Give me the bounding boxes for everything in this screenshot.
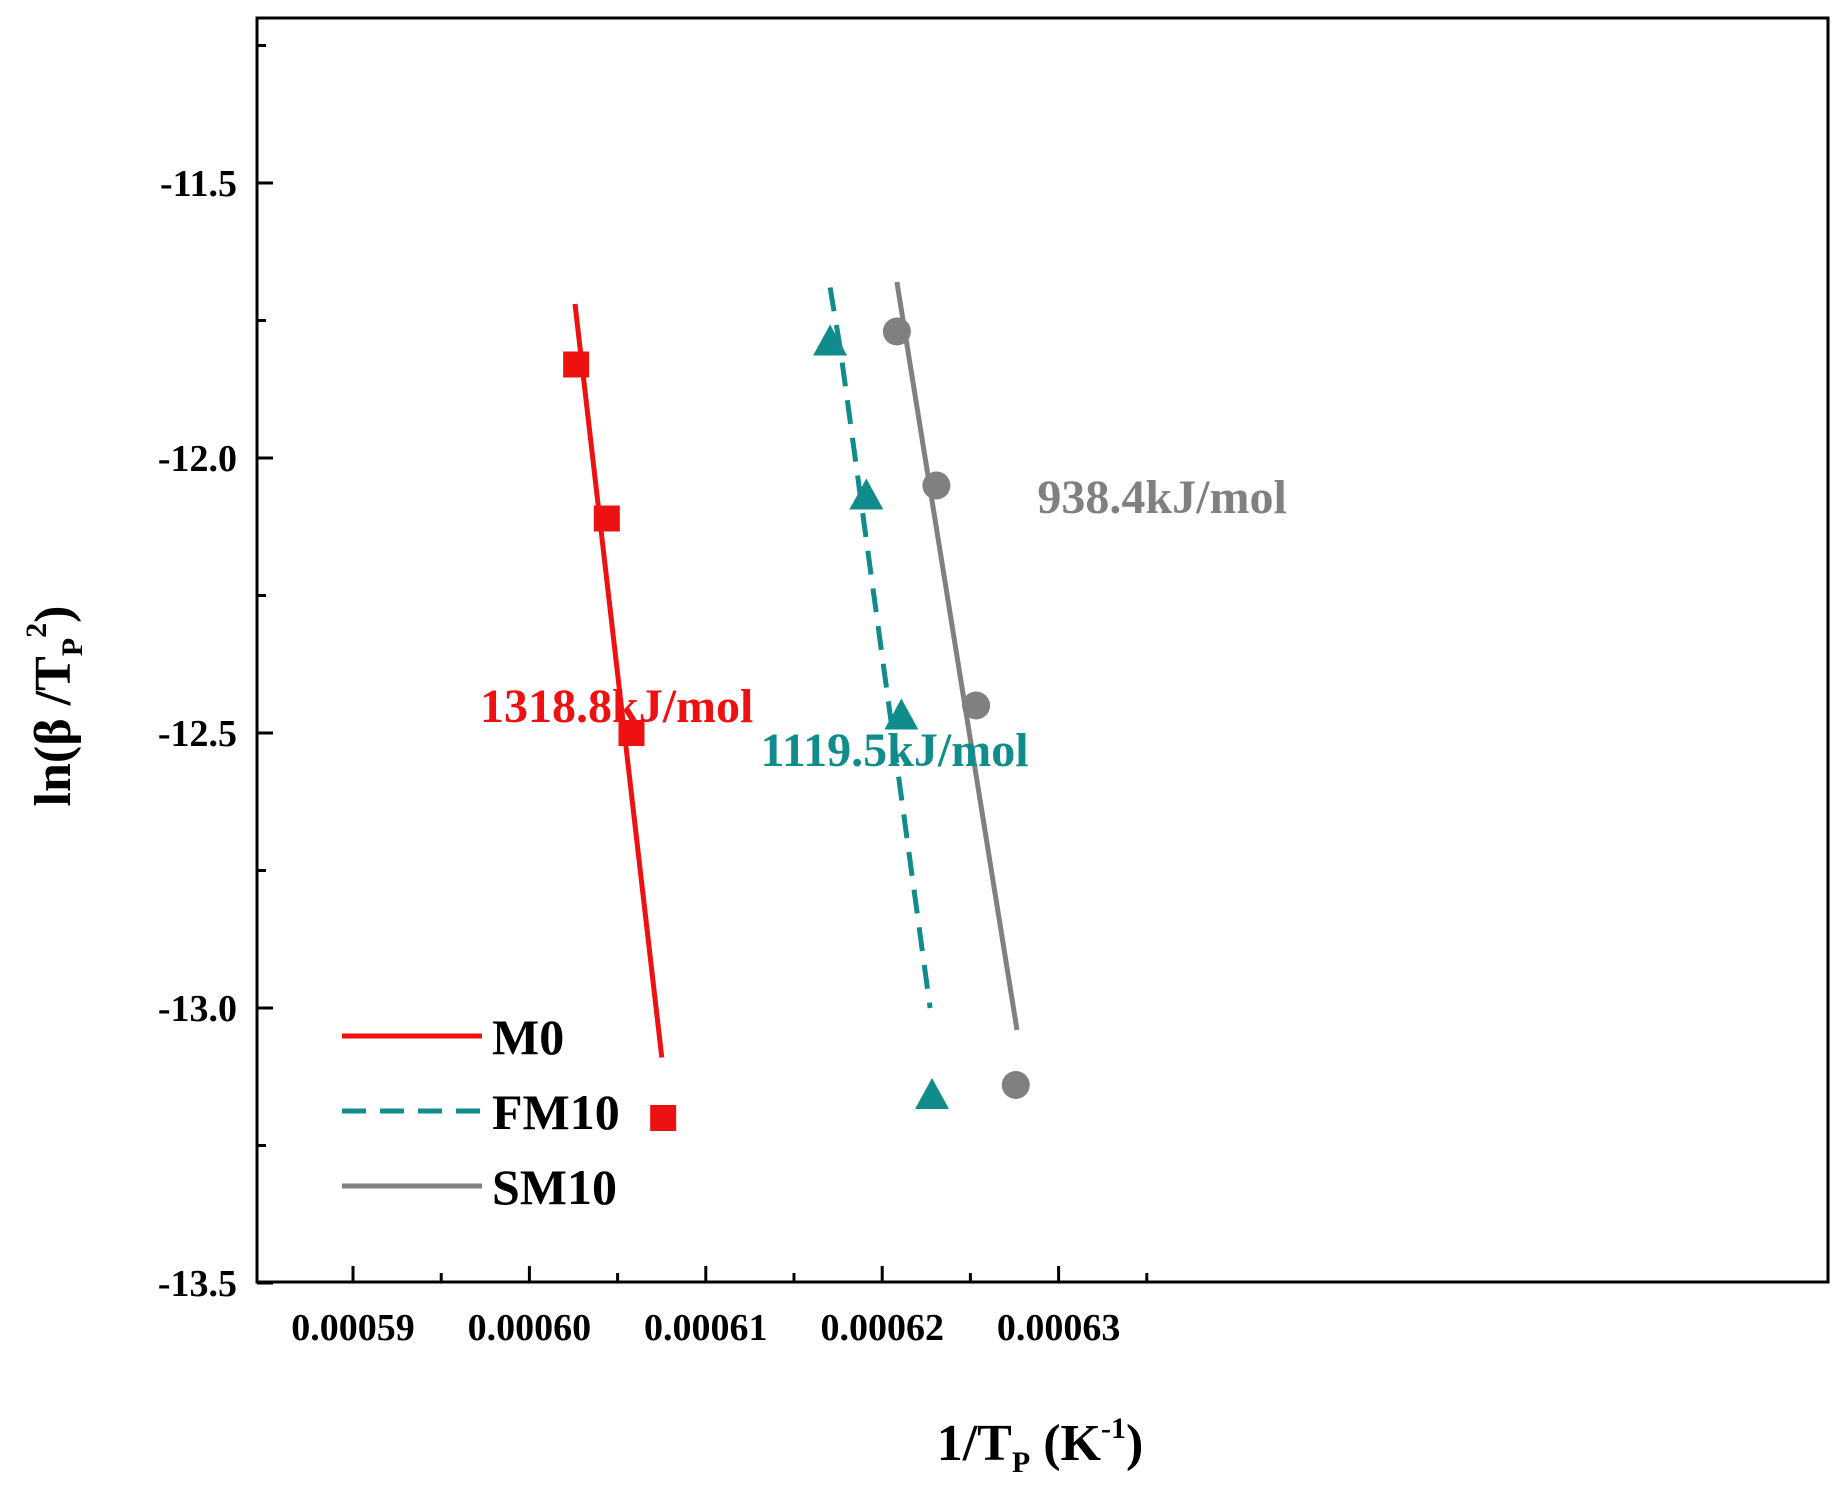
m0-point [563, 351, 590, 378]
y-tick-label: -13.0 [158, 988, 237, 1030]
m0-point [650, 1105, 677, 1131]
plot-frame [255, 16, 1830, 1284]
y-tick-label: -11.5 [160, 163, 237, 205]
x-tick-label: 0.00060 [468, 1307, 592, 1349]
fm10-point [915, 1078, 950, 1109]
legend-label-sm10: SM10 [492, 1159, 617, 1215]
y-tick-label: -12.0 [158, 438, 237, 480]
activation-energy-label: 1318.8kJ/mol [480, 680, 753, 733]
fit-lines [572, 281, 1020, 1058]
m0-fit-line [572, 303, 665, 1058]
y-tick-label: -13.5 [158, 1263, 237, 1305]
sm10-point [1001, 1071, 1030, 1099]
fm10-point [813, 324, 848, 356]
sm10-point [962, 691, 991, 720]
x-tick-label: 0.00061 [644, 1307, 768, 1349]
sm10-point [882, 317, 911, 346]
m0-point [593, 505, 620, 532]
m0-point [618, 720, 645, 746]
x-tick-label: 0.00062 [820, 1307, 944, 1349]
legend: M0 FM10 SM10 [342, 1009, 620, 1215]
data-points [563, 317, 1030, 1131]
x-tick-label: 0.00059 [291, 1307, 415, 1349]
y-axis-title: ln(β /TP2) [20, 606, 89, 807]
activation-energy-label: 1119.5kJ/mol [760, 724, 1028, 777]
x-tick-label: 0.00063 [997, 1307, 1121, 1349]
legend-label-fm10: FM10 [492, 1084, 620, 1140]
sm10-fit-line [894, 281, 1020, 1031]
sm10-point [922, 471, 951, 500]
axis-ticks: 0.00059 0.00060 0.00061 0.00062 0.00063 -13.5… [158, 44, 1149, 1349]
activation-energy-label: 938.4kJ/mol [1037, 471, 1286, 524]
fm10-point [884, 698, 919, 730]
legend-label-m0: M0 [492, 1009, 564, 1065]
x-axis-title: 1/TP (K-1) [937, 1412, 1144, 1479]
fm10-point [849, 478, 884, 510]
y-tick-label: -12.5 [158, 713, 237, 755]
